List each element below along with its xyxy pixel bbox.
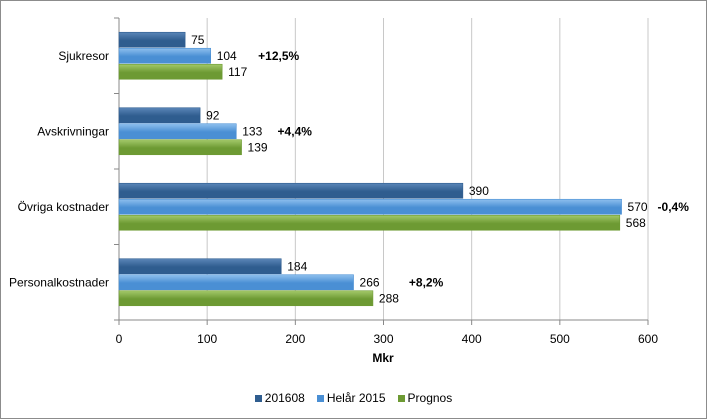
bar-hel-r-2015 [118, 274, 354, 291]
labels: 0 100 200 300 400 500 600 Sjukresor 75 104 117 +12,… [9, 33, 689, 346]
bar-201608 [118, 182, 464, 199]
legend: 201608 Helår 2015 Prognos [0, 388, 707, 408]
data-label: 568 [626, 216, 646, 230]
change-annotation: +8,2% [409, 275, 444, 289]
change-annotation: +4,4% [278, 124, 313, 138]
category-label: Personalkostnader [9, 275, 109, 289]
x-tick-label: 200 [285, 332, 305, 346]
category-label: Avskrivningar [37, 124, 109, 138]
legend-swatch [254, 394, 262, 402]
legend-label: Helår 2015 [326, 391, 386, 405]
data-label: 266 [360, 275, 380, 289]
bar-hel-r-2015 [118, 198, 622, 215]
x-tick-label: 600 [638, 332, 658, 346]
x-tick-label: 300 [373, 332, 393, 346]
bar-hel-r-2015 [118, 47, 211, 64]
bar-prognos [118, 139, 242, 156]
bars [118, 31, 622, 307]
data-label: 570 [628, 200, 648, 214]
data-label: 288 [379, 291, 399, 305]
data-label: 390 [469, 184, 489, 198]
bar-prognos [118, 290, 374, 307]
legend-swatch [397, 394, 405, 402]
data-label: 92 [206, 108, 220, 122]
bar-201608 [118, 107, 201, 124]
legend-swatch [316, 394, 324, 402]
data-label: 117 [228, 65, 247, 79]
legend-item: 201608 [254, 391, 305, 405]
x-tick-label: 400 [462, 332, 482, 346]
change-annotation: -0,4% [658, 200, 690, 214]
bar-prognos [118, 63, 223, 80]
data-label: 104 [217, 49, 237, 63]
data-label: 184 [287, 259, 307, 273]
legend-label: Prognos [407, 391, 453, 405]
bar-hel-r-2015 [118, 123, 237, 140]
x-tick-label: 0 [116, 332, 123, 346]
x-tick-label: 500 [550, 332, 570, 346]
change-annotation: +12,5% [258, 49, 299, 63]
legend-label: 201608 [264, 391, 305, 405]
x-axis-title: Mkr [372, 351, 394, 365]
legend-item: Prognos [397, 391, 453, 405]
x-tick-label: 100 [197, 332, 217, 346]
legend-item: Helår 2015 [316, 391, 386, 405]
bar-201608 [118, 31, 186, 48]
bar-201608 [118, 258, 282, 275]
data-label: 139 [248, 140, 268, 154]
bar-prognos [118, 214, 621, 231]
category-label: Sjukresor [58, 49, 109, 63]
data-label: 133 [242, 124, 262, 138]
category-label: Övriga kostnader [18, 200, 109, 214]
data-label: 75 [191, 33, 205, 47]
